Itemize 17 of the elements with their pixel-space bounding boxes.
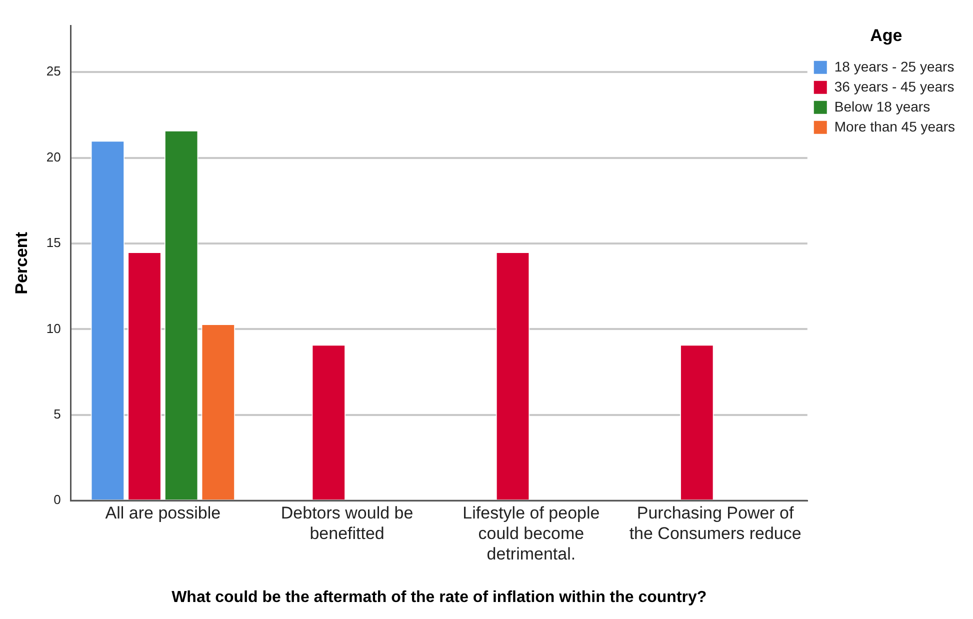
legend-label: More than 45 years — [834, 118, 956, 134]
legend-title: Age — [870, 26, 902, 46]
x-tick-label: Debtors would be benefitted — [280, 503, 414, 543]
legend-label: Below 18 years — [834, 98, 930, 114]
x-axis-title: What could be the aftermath of the rate of inflation within the country? — [172, 588, 707, 606]
y-tick-label: 15 — [46, 235, 61, 250]
y-tick-label: 25 — [46, 64, 61, 79]
y-axis-title: Percent — [12, 232, 31, 294]
legend-label: 36 years - 45 years — [834, 78, 954, 94]
x-tick-label: Lifestyle of people could become detrimental. — [462, 503, 600, 564]
y-tick-label: 0 — [54, 492, 61, 508]
y-tick-label: 10 — [46, 320, 61, 336]
y-tick-label: 5 — [54, 406, 61, 422]
x-tick-label: All are possible — [105, 503, 221, 522]
y-tick-label: 20 — [46, 149, 61, 164]
x-tick-label: Purchasing Power of the Consumers reduce — [629, 503, 802, 543]
legend-label: 18 years - 25 years — [834, 58, 954, 74]
